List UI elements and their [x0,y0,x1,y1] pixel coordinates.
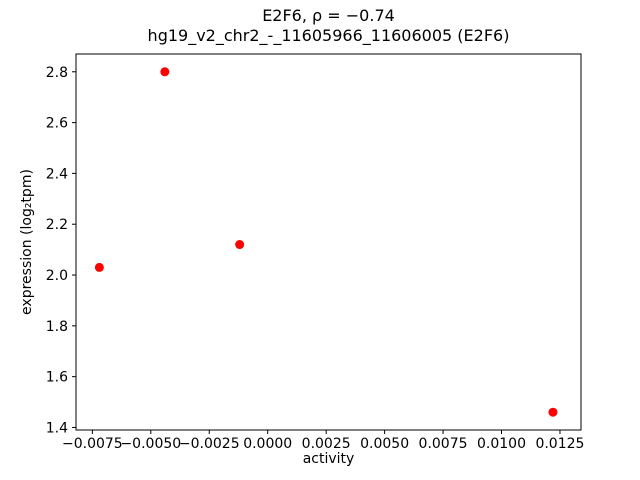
y-tick-label: 1.4 [46,420,68,436]
y-tick-label: 2.4 [46,166,68,182]
y-tick-label: 2.6 [46,116,68,132]
x-tick-label: −0.0075 [62,436,123,452]
scatter-point [94,262,104,272]
x-tick-label: 0.0075 [419,436,468,452]
scatter-point [160,67,170,77]
x-tick-label: −0.0025 [179,436,240,452]
axes-box [75,53,582,431]
y-tick-label: 2.8 [46,65,68,81]
y-tick-label: 1.8 [46,319,68,335]
x-tick-label: 0.0100 [477,436,526,452]
x-tick-label: 0.0000 [243,436,292,452]
scatter-point [548,407,558,417]
x-tick-label: 0.0125 [535,436,584,452]
y-tick-label: 2.2 [46,217,68,233]
y-axis-label: expression (log₂tpm) [19,169,35,315]
y-tick-label: 1.6 [46,370,68,386]
chart-title-line1: E2F6, ρ = −0.74 [262,6,395,25]
chart-title-line2: hg19_v2_chr2_-_11605966_11606005 (E2F6) [147,26,510,45]
scatter-point [235,240,245,250]
x-axis-label: activity [302,451,355,467]
x-tick-label: 0.0050 [360,436,409,452]
x-tick-label: −0.0050 [120,436,181,452]
y-tick-label: 2.0 [46,268,68,284]
x-tick-label: 0.0025 [302,436,351,452]
